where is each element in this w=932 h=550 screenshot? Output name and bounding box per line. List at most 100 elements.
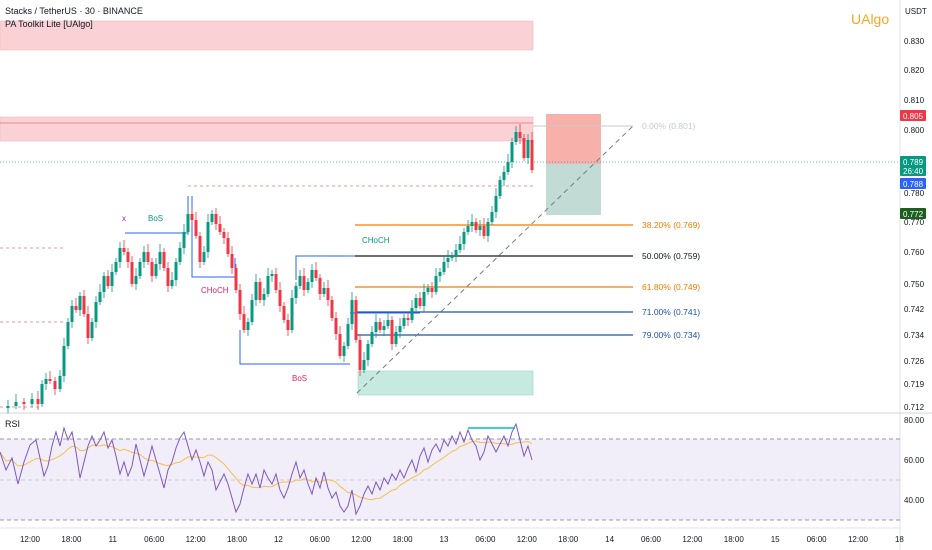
price-axis: 0.830 0.820 0.810 0.800 0.780 0.770 0.760 0.750…	[904, 37, 925, 412]
candle-body	[342, 346, 346, 356]
time-tick: 12:00	[848, 535, 869, 544]
time-tick: 11	[109, 535, 118, 544]
rsi-line	[0, 422, 533, 516]
time-tick: 18	[895, 535, 904, 544]
rsi-axis: 80.00 60.00 40.00	[904, 416, 925, 505]
candle-body	[334, 318, 338, 334]
candle-body	[242, 314, 246, 330]
candle-body	[206, 222, 210, 252]
candle-body	[114, 262, 118, 272]
structure-label-bos-1: BoS	[148, 214, 163, 223]
candle-body	[446, 258, 450, 262]
candle-body	[78, 296, 82, 310]
candle-body	[426, 288, 430, 292]
candle-body	[442, 262, 446, 272]
candle-body	[530, 140, 534, 170]
time-tick: 18:00	[558, 535, 579, 544]
time-tick: 06:00	[807, 535, 828, 544]
price-tick: 0.820	[904, 66, 925, 75]
candle-body	[522, 138, 526, 158]
rsi-tick: 80.00	[904, 416, 925, 425]
candle-body	[474, 222, 478, 230]
candle-body	[210, 214, 214, 222]
candle-body	[178, 248, 182, 262]
candle-body	[430, 288, 434, 292]
candle-body	[230, 254, 234, 268]
candle-body	[518, 132, 522, 138]
candle-body	[490, 212, 494, 222]
candle-body	[30, 399, 34, 404]
candle-body	[498, 180, 502, 196]
candle-body	[254, 282, 258, 300]
candle-body	[346, 324, 350, 346]
candle-body	[506, 162, 510, 172]
candle-body	[454, 250, 458, 256]
price-tick: 0.810	[904, 96, 925, 105]
price-badge	[900, 156, 926, 176]
candle-body	[22, 402, 26, 404]
price-tick: 0.719	[904, 380, 925, 389]
candle-body	[298, 276, 302, 286]
fib-label: 0.00% (0.801)	[642, 121, 696, 131]
candle-body	[374, 322, 378, 332]
candle-body	[402, 318, 406, 326]
candle-body	[450, 256, 454, 258]
price-tick: 0.760	[904, 248, 925, 257]
candle-body	[138, 262, 142, 276]
candle-body	[366, 344, 370, 360]
currency-label: USDT	[905, 7, 927, 16]
candle-body	[174, 262, 178, 280]
candle-body	[6, 406, 10, 408]
candle-body	[146, 252, 150, 262]
price-badge	[900, 110, 926, 121]
countdown-timer: 26:40	[903, 167, 924, 176]
candle-body	[410, 308, 414, 320]
candle-body	[142, 252, 146, 262]
candle-body	[262, 294, 266, 300]
candle-body	[234, 268, 238, 290]
candle-body	[354, 300, 358, 340]
candle-body	[150, 262, 154, 276]
candle-body	[462, 232, 466, 244]
candle-body	[290, 298, 294, 330]
supply-zone-top	[0, 20, 534, 51]
time-tick: 18:00	[61, 535, 82, 544]
candle-body	[122, 248, 126, 252]
time-tick: 12:00	[20, 535, 41, 544]
candle-body	[434, 276, 438, 292]
candle-body	[130, 262, 134, 284]
structure-marker-x: x	[122, 214, 126, 223]
candle-body	[82, 296, 86, 314]
candle-body	[318, 278, 322, 294]
price-tick: 0.734	[904, 331, 925, 340]
price-tick: 0.770	[904, 218, 925, 227]
candle-body	[266, 276, 270, 294]
candle-body	[326, 288, 330, 300]
price-tick: 0.712	[904, 403, 925, 412]
time-tick: 18:00	[227, 535, 248, 544]
candle-body	[158, 252, 162, 264]
candle-body	[338, 334, 342, 356]
time-tick: 18:00	[393, 535, 414, 544]
price-tick: 0.726	[904, 357, 925, 366]
candle-body	[502, 172, 506, 180]
candle-body	[422, 292, 426, 306]
candle-body	[258, 282, 262, 300]
candle-body	[398, 326, 402, 332]
candle-body	[202, 252, 206, 262]
time-tick: 12	[274, 535, 283, 544]
time-tick: 12:00	[517, 535, 538, 544]
candle-body	[302, 276, 306, 290]
time-tick: 12:00	[186, 535, 207, 544]
candle-body	[386, 320, 390, 326]
candle-body	[94, 302, 98, 322]
candle-body	[458, 244, 462, 250]
candle-body	[214, 214, 218, 224]
candle-body	[382, 326, 386, 330]
candle-body	[494, 196, 498, 212]
time-axis: 12:00 18:00 11 06:00 12:00 18:00 12 06:00 12:00 1…	[20, 535, 904, 544]
candle-body	[526, 140, 530, 158]
candle-body	[98, 292, 102, 302]
